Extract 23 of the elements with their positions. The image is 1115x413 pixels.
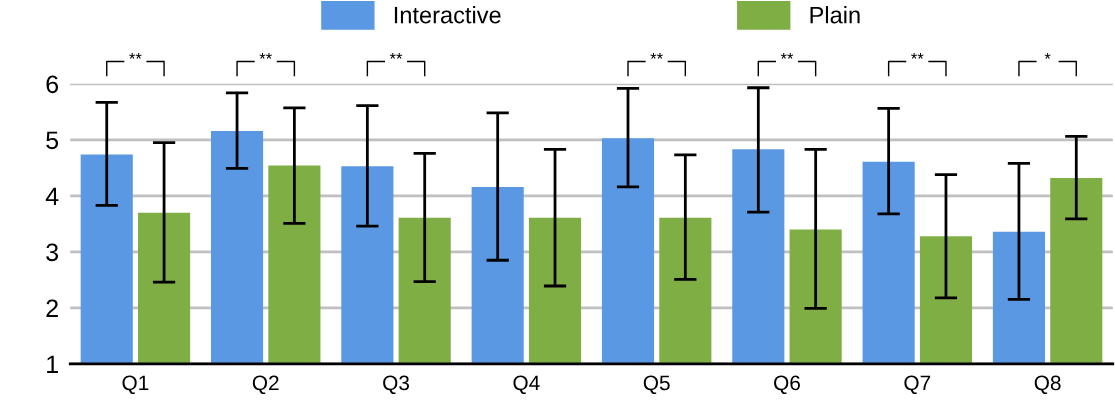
text: **: [911, 52, 924, 59]
y-tick-label: 4: [45, 187, 59, 205]
text: **: [389, 52, 403, 59]
legend-label: Plain: [810, 6, 860, 24]
text: **: [259, 52, 272, 59]
y-tick-label: 1: [47, 355, 58, 373]
y-tick-label: 6: [46, 75, 59, 94]
x-tick-label: Q6: [774, 375, 800, 394]
legend-label: Interactive: [394, 6, 501, 24]
x-tick-label: Q2: [252, 375, 279, 394]
text: **: [129, 52, 142, 59]
text: **: [650, 52, 663, 59]
y-tick-label: 3: [46, 243, 59, 262]
x-tick-label: Q8: [1034, 375, 1061, 394]
text: *: [1044, 52, 1051, 59]
x-tick-label: Q3: [383, 375, 410, 394]
y-tick-label: 5: [46, 131, 59, 150]
x-tick-label: Q1: [122, 375, 149, 394]
x-tick-label: Q7: [904, 375, 931, 394]
y-tick-label: 2: [46, 299, 58, 317]
text: **: [780, 52, 794, 59]
x-tick-label: Q4: [513, 375, 540, 394]
x-tick-label: Q5: [643, 375, 670, 394]
